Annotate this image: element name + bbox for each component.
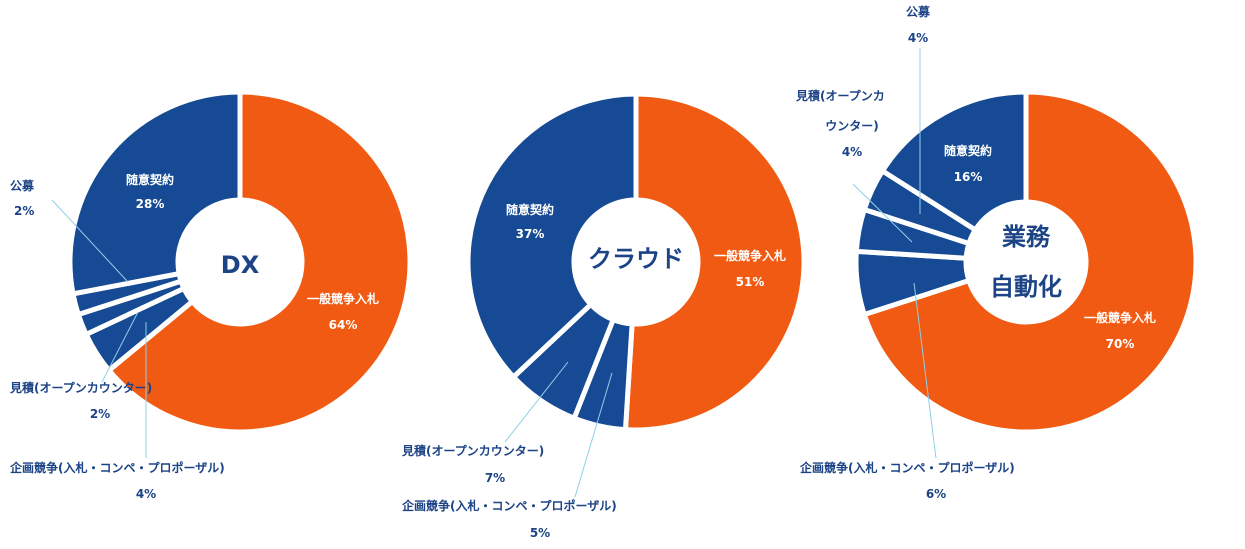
automation-pct-planning: 6% <box>926 487 946 501</box>
chart-automation: 業務 自動化 随意契約 16% 一般競争入札 70% 公募 4% 見積(オープン… <box>795 4 1199 501</box>
automation-label-estimate-line2: ウンター) <box>825 119 879 133</box>
cloud-donut-hole <box>574 200 698 324</box>
automation-center-title-line1: 業務 <box>1002 223 1051 251</box>
automation-label-planning: 企画競争(入札・コンペ・プロポーザル) <box>799 460 1015 475</box>
automation-slices <box>853 89 1199 435</box>
automation-leader-planning <box>913 282 937 459</box>
automation-leader-estimate <box>852 183 913 243</box>
automation-pct-estimate: 4% <box>842 145 862 159</box>
dx-pct-estimate: 2% <box>90 407 110 421</box>
dx-pct-public: 2% <box>14 204 34 218</box>
cloud-leader-planning <box>574 372 613 498</box>
dx-pct-general: 64% <box>329 318 358 332</box>
dx-center-title: DX <box>221 251 260 279</box>
dx-pct-negotiated: 28% <box>136 197 165 211</box>
automation-pct-negotiated: 16% <box>954 170 983 184</box>
cloud-label-negotiated: 随意契約 <box>506 202 554 217</box>
cloud-leader-estimate <box>504 361 569 443</box>
cloud-label-estimate: 見積(オープンカウンター) <box>401 443 544 458</box>
chart-dx: DX 随意契約 28% 一般競争入札 64% 公募 2% 見積(オープンカウンタ… <box>9 89 413 501</box>
dx-leader-estimate <box>101 311 139 383</box>
cloud-pct-planning: 5% <box>530 526 550 540</box>
dx-slices <box>67 89 413 435</box>
automation-pct-general: 70% <box>1106 337 1135 351</box>
dx-label-estimate: 見積(オープンカウンター) <box>9 380 152 395</box>
dx-label-negotiated: 随意契約 <box>126 172 174 187</box>
chart-cloud: クラウド 随意契約 37% 一般競争入札 51% 見積(オープンカウンター) 7… <box>401 91 807 540</box>
automation-label-negotiated: 随意契約 <box>944 143 992 158</box>
dx-label-planning: 企画競争(入札・コンペ・プロポーザル) <box>9 460 225 475</box>
cloud-pct-negotiated: 37% <box>516 227 545 241</box>
automation-pct-public: 4% <box>908 31 928 45</box>
automation-label-estimate-line1: 見積(オープンカ <box>795 88 885 103</box>
cloud-label-planning: 企画競争(入札・コンペ・プロポーザル) <box>401 498 617 513</box>
automation-donut-hole <box>966 202 1086 322</box>
dx-leader-public <box>51 199 129 283</box>
dx-label-public: 公募 <box>10 178 35 193</box>
cloud-label-general: 一般競争入札 <box>714 248 786 263</box>
cloud-slices <box>465 91 807 433</box>
automation-label-public: 公募 <box>906 4 931 19</box>
automation-label-general: 一般競争入札 <box>1084 310 1156 325</box>
cloud-pct-estimate: 7% <box>485 471 505 485</box>
cloud-pct-general: 51% <box>736 275 765 289</box>
dx-label-general: 一般競争入札 <box>307 291 379 306</box>
cloud-center-title: クラウド <box>588 245 684 273</box>
dx-donut-hole <box>178 200 302 324</box>
dx-pct-planning: 4% <box>136 487 156 501</box>
automation-center-title-line2: 自動化 <box>990 273 1062 301</box>
